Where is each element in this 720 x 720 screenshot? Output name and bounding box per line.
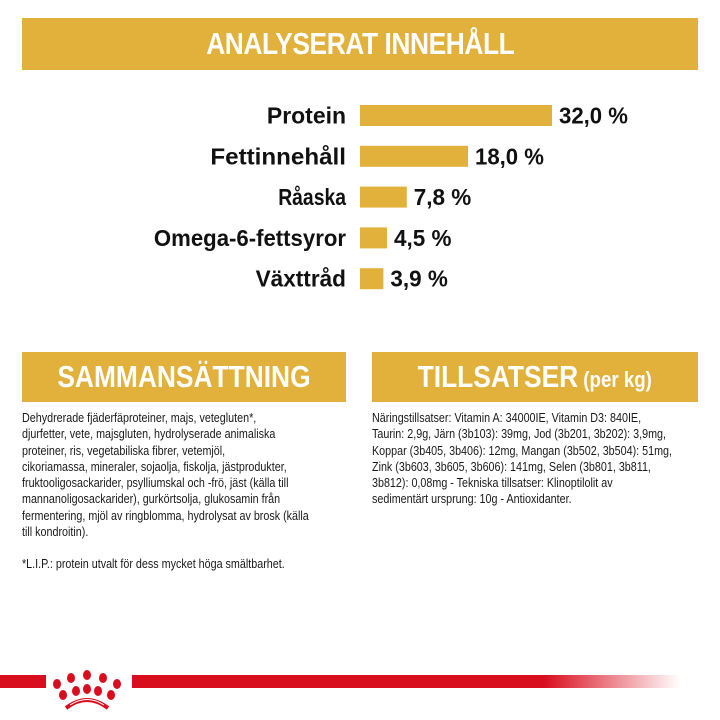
composition-title: SAMMANSÄTTNING	[57, 359, 311, 394]
category-label: Växttråd	[256, 266, 346, 292]
analysis-bar-chart: Protein 32,0 % Fettinnehåll 18,0 % Råaska 7,8…	[154, 103, 628, 292]
crown-logo-icon	[46, 670, 132, 710]
analysis-title: ANALYSERAT INNEHÅLL	[205, 26, 515, 61]
category-label: Råaska	[278, 184, 346, 210]
composition-header: SAMMANSÄTTNING	[22, 352, 346, 402]
category-label: Protein	[267, 103, 346, 129]
additives-line: Näringstillsatser: Vitamin A: 34000IE, V…	[372, 411, 642, 425]
additives-line: Zink (3b603, 3b605, 3b606): 141mg, Selen…	[372, 459, 651, 474]
composition-line: fruktooligosackarider, psylliumskal och …	[22, 476, 289, 491]
composition-line: proteiner, ris, vegetabiliska fibrer, ve…	[22, 443, 226, 458]
category-label: Fettinnehåll	[210, 143, 346, 169]
bar-omega-6-fettsyror	[360, 227, 387, 249]
bar-fettinnehåll	[360, 145, 468, 167]
additives-title-text: TILLSATSER	[417, 359, 579, 394]
analysis-header: ANALYSERAT INNEHÅLL	[22, 18, 698, 70]
data-label: 7,8 %	[414, 184, 472, 210]
additives-line: Koppar (3b405, 3b406): 12mg, Mangan (3b5…	[372, 443, 673, 458]
composition-footnote: *L.I.P.: protein utvalt för dess mycket …	[22, 557, 285, 572]
additives-header: TILLSATSER (per kg)	[372, 352, 698, 402]
brand-red-line	[0, 675, 680, 688]
composition-line: Dehydrerade fjäderfäproteiner, majs, vet…	[22, 411, 257, 425]
bar-växttråd	[360, 268, 384, 290]
data-label: 4,5 %	[394, 225, 452, 251]
category-label: Omega-6-fettsyror	[154, 225, 346, 251]
composition-line: fermentering, mjöl av ringblomma, hydrol…	[22, 508, 309, 523]
composition-line: djurfetter, vete, majsgluten, hydrolyser…	[22, 427, 276, 442]
additives-line: sedimentärt ursprung: 10g - Antioxidante…	[372, 492, 572, 507]
data-label: 32,0 %	[559, 103, 628, 129]
bar-protein	[360, 105, 552, 126]
additives-title-suffix: (per kg)	[583, 367, 653, 392]
data-label: 3,9 %	[390, 266, 448, 292]
additives-text: Näringstillsatser: Vitamin A: 34000IE, V…	[372, 410, 720, 508]
composition-line: till kondroitin).	[22, 525, 89, 540]
composition-line: cikoriamassa, mineraler, sojaolja, fisko…	[22, 459, 287, 474]
additives-title: TILLSATSER (per kg)	[418, 359, 652, 395]
composition-line: mannanoligosackarider), gurkörtsolja, gl…	[22, 492, 281, 507]
data-label: 18,0 %	[475, 143, 544, 169]
composition-text: Dehydrerade fjäderfäproteiner, majs, vet…	[22, 410, 355, 573]
additives-line: 3b812): 0,08mg - Tekniska tillsatser: Kl…	[372, 476, 613, 491]
additives-line: Taurin: 2,9g, Järn (3b103): 39mg, Jod (3…	[372, 427, 667, 442]
bar-råaska	[360, 186, 407, 208]
